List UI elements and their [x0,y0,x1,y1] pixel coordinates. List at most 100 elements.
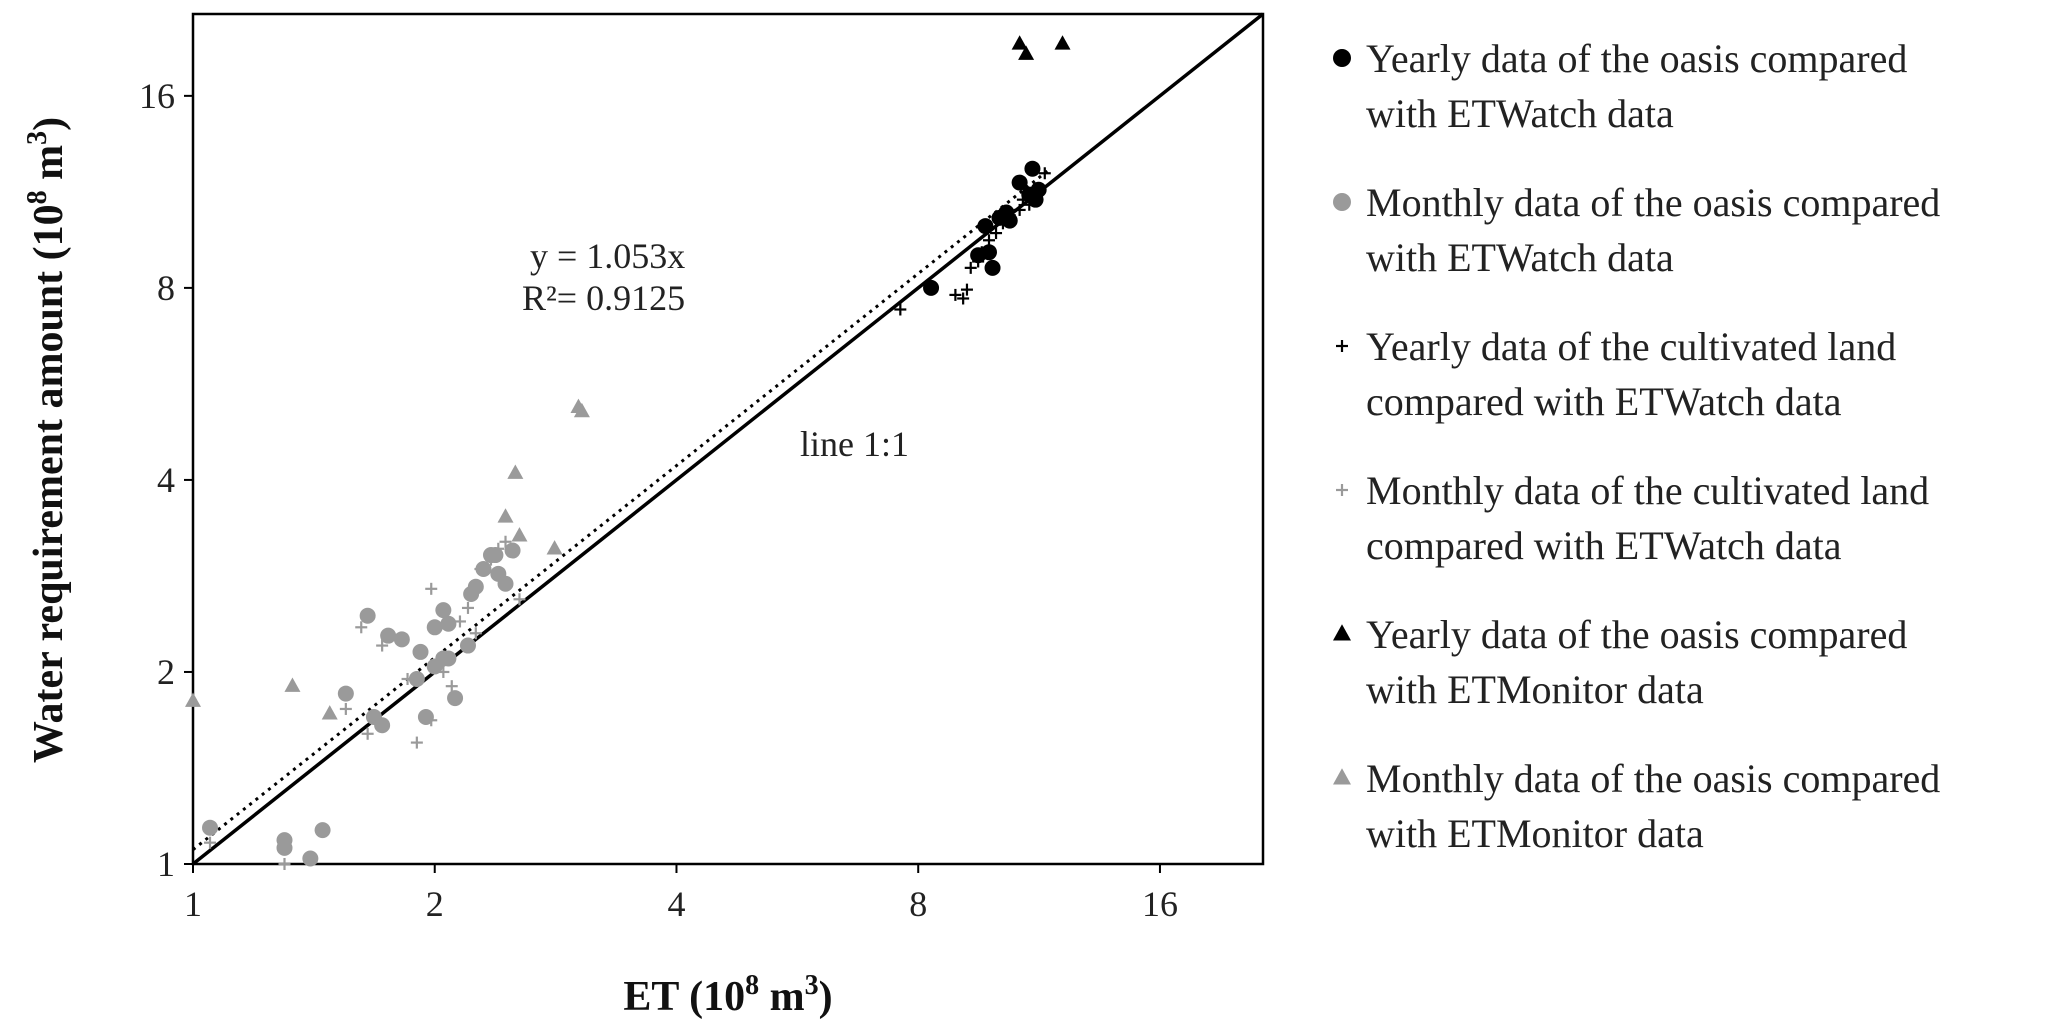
legend-label: with ETWatch data [1366,235,1674,280]
legend-label: compared with ETWatch data [1366,523,1842,568]
data-point [1011,35,1028,50]
data-point [425,714,438,727]
data-point [1011,174,1028,191]
data-point [484,553,497,566]
data-point [975,246,988,259]
data-point [321,705,338,720]
y-axis-title: Water requirement amount (108 m3) [22,117,72,763]
data-point [376,639,389,652]
data-point [573,402,590,418]
data-point [499,535,512,548]
data-point [459,637,476,654]
identity-line-label: line 1:1 [800,424,909,464]
series-3 [204,535,526,870]
y-tick-label: 16 [139,76,175,116]
x-axis-title: ET (108 m3) [623,970,832,1020]
legend-label: with ETMonitor data [1366,667,1704,712]
legend-item: Monthly data of the oasis compared with E… [1333,180,1940,280]
legend-label: Monthly data of the cultivated land [1366,468,1929,513]
data-point [202,819,219,836]
legend: Yearly data of the oasis compared with ET… [1333,36,1940,856]
data-point [302,850,319,867]
data-point [474,563,487,576]
data-point [359,607,376,624]
axis-ticks: 1 2 4 8 16 1 2 4 8 16 [139,76,1178,924]
data-point [453,615,466,628]
data-point [426,619,443,636]
data-point [996,217,1009,230]
legend-label: Yearly data of the oasis compared [1366,612,1907,657]
data-point [504,542,521,559]
data-point [894,303,907,316]
data-point [964,261,977,274]
data-point [979,222,992,235]
data-point [1003,209,1016,222]
legend-marker [1333,49,1351,67]
data-point [1023,198,1036,211]
data-point [185,692,201,707]
data-point [467,578,484,595]
y-tick-label: 8 [157,268,175,308]
data-point [923,279,940,296]
data-point [314,822,331,839]
data-point [374,717,391,734]
legend-label: Monthly data of the oasis compared [1366,180,1940,225]
legend-item: Monthly data of the cultivated land compa… [1336,468,1929,568]
data-point [361,727,374,740]
data-point [546,540,563,555]
data-point [339,702,352,715]
legend-marker [1333,624,1351,641]
data-point [982,234,995,247]
legend-marker [1336,340,1348,352]
x-tick-label: 1 [184,884,202,924]
data-point [440,650,457,667]
reference-lines [191,12,1265,866]
data-point [408,670,425,687]
data-points [185,35,1071,870]
data-point [412,643,429,660]
fit-r2-label: R²= 0.9125 [522,278,685,318]
y-tick-label: 2 [157,652,175,692]
series-2 [894,167,1051,316]
data-point [425,582,438,595]
data-point [990,227,1003,240]
legend-label: Monthly data of the oasis compared [1366,756,1940,801]
data-point [1016,193,1029,206]
data-point [410,736,423,749]
data-point [980,244,997,261]
data-point [957,292,970,305]
legend-label: Yearly data of the cultivated land [1366,324,1896,369]
fit-line [192,169,1049,851]
data-point [447,690,464,707]
data-point [337,685,354,702]
data-point [949,288,962,301]
data-point [1013,203,1026,216]
x-tick-label: 8 [909,884,927,924]
data-point [393,631,410,648]
data-point [1018,45,1035,60]
legend-label: compared with ETWatch data [1366,379,1842,424]
fit-equation-label: y = 1.053x [530,236,685,276]
legend-item: Yearly data of the oasis compared with ET… [1333,612,1907,712]
series-1 [202,542,521,867]
y-tick-label: 4 [157,460,175,500]
data-point [355,621,368,634]
data-point [445,680,458,693]
legend-marker [1333,768,1351,785]
data-point [960,283,973,296]
data-point [1038,167,1051,180]
data-point [278,858,291,870]
data-point [513,593,526,606]
legend-label: with ETWatch data [1366,91,1674,136]
data-point [972,255,985,268]
data-point [1024,160,1041,177]
data-point [284,677,301,692]
data-point [435,602,452,619]
series-5 [185,398,590,720]
legend-item: Monthly data of the oasis compared with E… [1333,756,1940,856]
data-point [440,615,457,632]
data-point [469,627,482,640]
data-point [380,627,397,644]
data-point [437,665,450,678]
